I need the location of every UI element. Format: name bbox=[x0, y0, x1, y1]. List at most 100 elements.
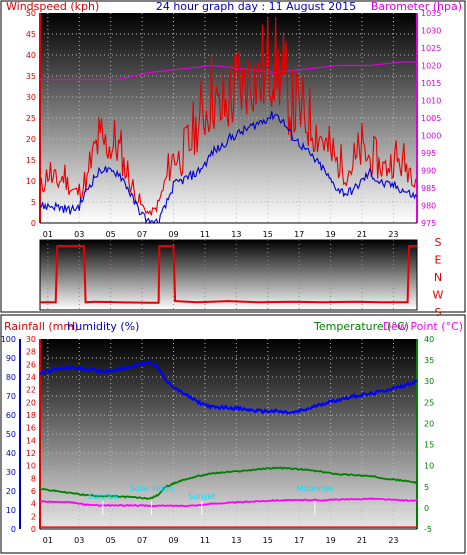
windspeed-line bbox=[39, 17, 418, 216]
rain-tick-label: 26 bbox=[26, 360, 36, 369]
humidity-tick-label: 50 bbox=[6, 430, 16, 439]
temperature-tick-label: -5 bbox=[424, 525, 432, 534]
wind-plot-axes: 0510152025303540455097598098599099510001… bbox=[26, 9, 442, 239]
rain-tick-label: 20 bbox=[26, 398, 36, 407]
bottom-frame bbox=[0, 314, 466, 554]
baro-tick-label: 1015 bbox=[421, 79, 441, 88]
temperature-tick-label: 10 bbox=[424, 462, 434, 471]
windspeed-axis-title: Windspeed (kph) bbox=[6, 0, 99, 13]
humidity-tick-label: 0 bbox=[11, 525, 16, 534]
barometer-line bbox=[40, 61, 417, 81]
humidity-tick-label: 90 bbox=[6, 354, 16, 363]
hour-tick-label: 07 bbox=[137, 230, 147, 239]
wind-tick-label: 20 bbox=[26, 135, 36, 144]
temperature-tick-label: 25 bbox=[424, 398, 434, 407]
baro-tick-label: 1025 bbox=[421, 44, 441, 53]
direction-label: E bbox=[435, 254, 442, 267]
direction-label: N bbox=[434, 271, 442, 284]
baro-tick-label: 1030 bbox=[421, 27, 441, 36]
baro-tick-label: 1010 bbox=[421, 97, 441, 106]
hour-tick-label: 13 bbox=[231, 536, 241, 545]
rain-tick-label: 12 bbox=[26, 449, 36, 458]
hour-tick-label: 03 bbox=[74, 230, 84, 239]
climate-plot-annotations: Sunrise Solar Noon Sunset Moonrise bbox=[88, 484, 333, 515]
baro-tick-label: 1000 bbox=[421, 132, 441, 141]
humidity-tick-label: 60 bbox=[6, 411, 16, 420]
dewpoint-axis-title: Dew Point (°C) bbox=[383, 320, 463, 333]
event-label: Sunset bbox=[188, 492, 215, 501]
hour-tick-label: 07 bbox=[137, 536, 147, 545]
humidity-tick-label: 30 bbox=[6, 468, 16, 477]
rain-tick-label: 18 bbox=[26, 411, 36, 420]
wind-direction-series bbox=[40, 245, 417, 304]
baro-tick-label: 995 bbox=[421, 149, 436, 158]
wind-direction-background bbox=[40, 240, 417, 310]
baro-tick-label: 975 bbox=[421, 219, 436, 228]
direction-label: S bbox=[435, 306, 442, 319]
hour-tick-label: 17 bbox=[294, 536, 304, 545]
rain-tick-label: 2 bbox=[31, 512, 36, 521]
hour-tick-label: 11 bbox=[200, 230, 210, 239]
rain-tick-label: 0 bbox=[31, 525, 36, 534]
hour-tick-label: 09 bbox=[168, 230, 178, 239]
hour-tick-label: 03 bbox=[74, 536, 84, 545]
hour-tick-label: 09 bbox=[168, 536, 178, 545]
temperature-tick-label: 5 bbox=[424, 483, 429, 492]
direction-frame bbox=[39, 239, 418, 311]
rain-tick-label: 4 bbox=[31, 500, 36, 509]
hour-tick-label: 21 bbox=[357, 536, 367, 545]
rain-tick-label: 22 bbox=[26, 386, 36, 395]
event-label: Sunrise bbox=[88, 492, 118, 501]
hour-tick-label: 19 bbox=[326, 536, 336, 545]
humidity-tick-label: 70 bbox=[6, 392, 16, 401]
humidity-line bbox=[39, 360, 418, 415]
temperature-tick-label: 0 bbox=[424, 504, 429, 513]
humidity-axis-title: Humidity (%) bbox=[67, 320, 139, 333]
temperature-tick-label: 20 bbox=[424, 419, 434, 428]
baro-tick-label: 990 bbox=[421, 167, 436, 176]
rain-tick-label: 24 bbox=[26, 373, 36, 382]
temperature-axis-title: Temperature (°C) bbox=[313, 320, 409, 333]
hour-tick-label: 23 bbox=[388, 230, 398, 239]
direction-label: S bbox=[435, 236, 442, 249]
humidity-tick-label: 20 bbox=[6, 487, 16, 496]
temperature-tick-label: 40 bbox=[424, 335, 434, 344]
rain-tick-label: 16 bbox=[26, 424, 36, 433]
wind-tick-label: 30 bbox=[26, 93, 36, 102]
baro-tick-label: 1035 bbox=[421, 9, 441, 18]
humidity-tick-label: 100 bbox=[1, 335, 16, 344]
temperature-tick-label: 35 bbox=[424, 356, 434, 365]
hour-tick-label: 01 bbox=[43, 230, 53, 239]
climate-plot-axes: 0102030405060708090100024681012141618202… bbox=[1, 335, 434, 545]
wind-tick-label: 25 bbox=[26, 114, 36, 123]
wind-direction-grid bbox=[39, 239, 418, 311]
rain-tick-label: 28 bbox=[26, 348, 36, 357]
baro-tick-label: 1020 bbox=[421, 62, 441, 71]
hour-tick-label: 23 bbox=[388, 536, 398, 545]
direction-label: W bbox=[433, 289, 444, 302]
hour-tick-label: 19 bbox=[326, 230, 336, 239]
wind-tick-label: 10 bbox=[26, 177, 36, 186]
rainfall-axis-title: Rainfall (mm) bbox=[4, 320, 78, 333]
hour-tick-label: 13 bbox=[231, 230, 241, 239]
humidity-tick-label: 40 bbox=[6, 449, 16, 458]
rain-tick-label: 30 bbox=[26, 335, 36, 344]
wind-tick-label: 15 bbox=[26, 156, 36, 165]
wind-tick-label: 0 bbox=[31, 219, 36, 228]
wind-tick-label: 35 bbox=[26, 72, 36, 81]
baro-tick-label: 985 bbox=[421, 184, 436, 193]
humidity-tick-label: 80 bbox=[6, 373, 16, 382]
hour-tick-label: 05 bbox=[106, 536, 116, 545]
temperature-tick-label: 15 bbox=[424, 441, 434, 450]
top-frame bbox=[0, 0, 466, 313]
baro-tick-label: 1005 bbox=[421, 114, 441, 123]
rain-tick-label: 14 bbox=[26, 436, 36, 445]
graph-title: 24 hour graph day : 11 August 2015 bbox=[156, 0, 356, 13]
hour-tick-label: 17 bbox=[294, 230, 304, 239]
hour-tick-label: 15 bbox=[263, 536, 273, 545]
rain-tick-label: 10 bbox=[26, 462, 36, 471]
event-label: Moonrise bbox=[297, 484, 333, 493]
